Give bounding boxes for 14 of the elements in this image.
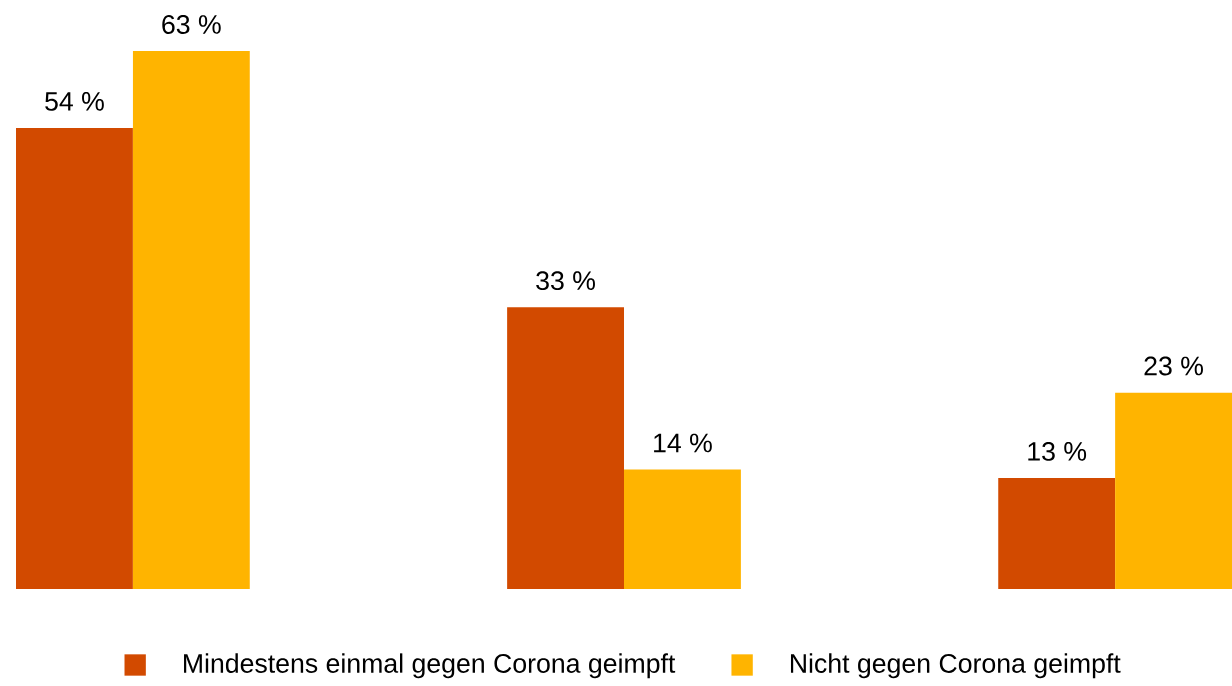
data-label: 14 %: [654, 433, 712, 453]
bar: [507, 307, 625, 589]
bar: [16, 127, 133, 589]
bar: [624, 469, 741, 589]
data-label: 63 %: [162, 15, 221, 34]
data-label: 23 %: [1144, 356, 1203, 376]
data-label: 33 %: [536, 271, 595, 291]
data-label: 54 %: [45, 92, 104, 111]
legend-label: Mindestens einmal gegen Corona geimpft: [184, 653, 676, 679]
legend-label: Nicht gegen Corona geimpft: [790, 653, 1121, 679]
data-label: 13 %: [1028, 441, 1087, 461]
bar: [998, 478, 1116, 589]
bar: [1115, 392, 1232, 589]
bar: [132, 51, 250, 589]
